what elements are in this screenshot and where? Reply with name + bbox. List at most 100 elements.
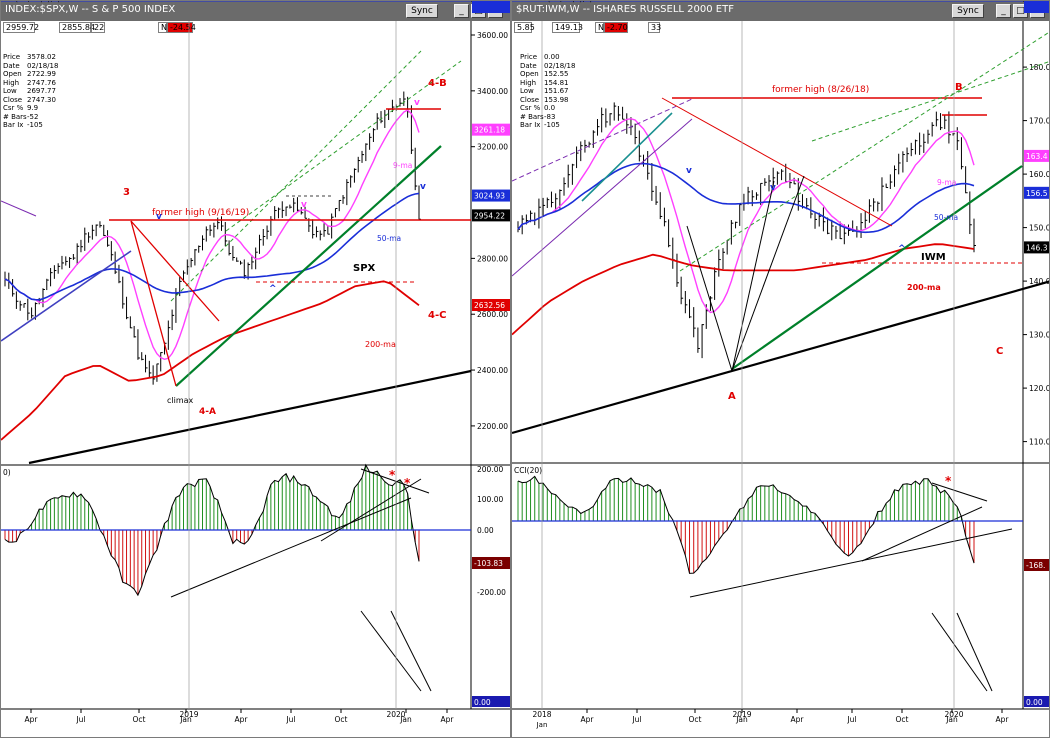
info-label: Open [3,70,22,78]
info-value: -83 [544,112,556,121]
price-tick-label: 160.00 [1029,170,1050,179]
info-value: 2747.76 [27,78,56,87]
price-tick-label: 120.00 [1029,384,1050,393]
info-label: Close [3,95,23,104]
cci-tick-label: -200.00 [477,588,506,597]
info-value: 152.55 [544,70,569,78]
x-tick-label: Jan [945,715,958,724]
info-label: Bar Ix [520,121,541,129]
x-tick-label: Apr [791,715,805,724]
price-tick-label: 3600.00 [477,31,508,40]
sync-button[interactable]: Sync [406,4,438,18]
spx-window-title: INDEX:$SPX,W -- S & P 500 INDEX [5,4,176,15]
price-flag [1024,149,1049,162]
trend-line [130,220,177,387]
annotation: 4-B [428,78,447,89]
info-label: Low [3,87,17,95]
price-tick-label: 130.00 [1029,331,1050,340]
info-label: # Bars [3,112,27,121]
x-year-sub-label: Jan [536,721,548,729]
price-flag-label: 156.5 [1026,189,1048,198]
readout-cell: 2855.84 [59,22,95,33]
trend-line [512,280,1049,435]
rsi-tick-label: 0.00 [1026,698,1043,707]
info-row: Csr % 9.9 [3,104,58,113]
info-value: -52 [27,112,39,121]
minimize-button[interactable]: _ [996,4,1011,18]
x-tick-label: Jul [846,715,856,724]
rsi-flag-zero [472,696,510,707]
x-tick-label: Apr [996,715,1010,724]
trend-line [1,200,37,217]
info-label: High [3,78,20,87]
x-tick-label: Apr [235,715,249,724]
cci-tick-label: 0.00 [477,526,494,535]
readout-cell: N [158,22,167,33]
info-row: Date 02/18/18 [3,62,58,71]
info-row: Low 151.67 [520,87,575,96]
price-tick-label: 150.00 [1029,224,1050,233]
trend-line [28,369,472,465]
rsi-panel-label: RSI(14,14(1),9) [3,1,60,3]
info-label: Close [520,95,540,104]
trend-line [811,61,1049,142]
cci-tick-label: 200.00 [477,465,503,474]
annotation: 50-ma [934,213,958,222]
cci-panel-label: 0) [3,468,11,477]
x-year-label: 2019 [179,710,198,719]
price-flag-label: 3024.93 [474,192,505,201]
rsi-panel-label: StochRSI(14,14(1),9) [514,1,593,3]
price-flag-label: 2954.22 [474,211,505,220]
sync-button[interactable]: Sync [952,4,984,18]
info-value: 9.9 [27,104,39,112]
readout-cell: 149.13 [552,22,583,33]
ma9-line [4,109,420,361]
info-row: # Bars-52 [3,113,58,122]
x-tick-label: Jan [179,715,192,724]
annotation: climax [167,396,194,405]
info-value: 153.98 [544,95,569,104]
info-row: High 154.81 [520,79,575,88]
spx-chart-window[interactable]: INDEX:$SPX,W -- S & P 500 INDEX Sync _ □… [0,0,511,738]
info-value: -105 [544,121,560,129]
ma50-line [4,192,420,301]
cci-trend-line [861,506,983,562]
x-tick-label: Jul [631,715,641,724]
annotation: ^ [269,284,277,294]
cci-line [4,463,420,597]
annotation: * [404,476,411,490]
x-tick-label: Oct [335,715,348,724]
minimize-button[interactable]: _ [454,4,469,18]
iwm-title-bar[interactable]: $RUT:IWM,W -- ISHARES RUSSELL 2000 ETF S… [512,1,1049,21]
trend-line [679,31,1049,272]
x-year-label: 2020 [386,710,405,719]
annotation: v [156,212,162,222]
ma50-line [517,162,975,234]
ma9-line [517,118,975,314]
price-tick-label: 170.00 [1029,117,1050,126]
spx-chart-svg: 3600.003400.003200.002800.002600.002400.… [1,1,510,724]
iwm-chart-window[interactable]: $RUT:IWM,W -- ISHARES RUSSELL 2000 ETF S… [511,0,1050,738]
annotation: v [686,166,692,176]
x-year-label: 2018 [532,710,551,719]
info-label: Price [520,53,538,61]
x-tick-label: Apr [581,715,595,724]
trend-line [512,118,693,277]
trend-line [686,225,733,372]
x-tick-label: Oct [133,715,146,724]
price-tick-label: 2600.00 [477,310,508,319]
rsi-trend-line [956,612,993,692]
cci-panel-label: CCI(20) [514,466,542,475]
annotation: C [996,346,1003,357]
x-tick-label: Jul [285,715,295,724]
trend-line [175,145,442,387]
price-flag-label: 2632.56 [474,301,505,310]
cci-trend-line [931,482,988,502]
price-tick-label: 3200.00 [477,143,508,152]
annotation: 200-ma [907,283,941,292]
info-row: Close 153.98 [520,96,575,105]
price-tick-label: 110.00 [1029,438,1050,447]
annotation: v [414,98,420,108]
cci-trend-line [360,468,430,494]
info-label: Bar Ix [3,121,24,129]
